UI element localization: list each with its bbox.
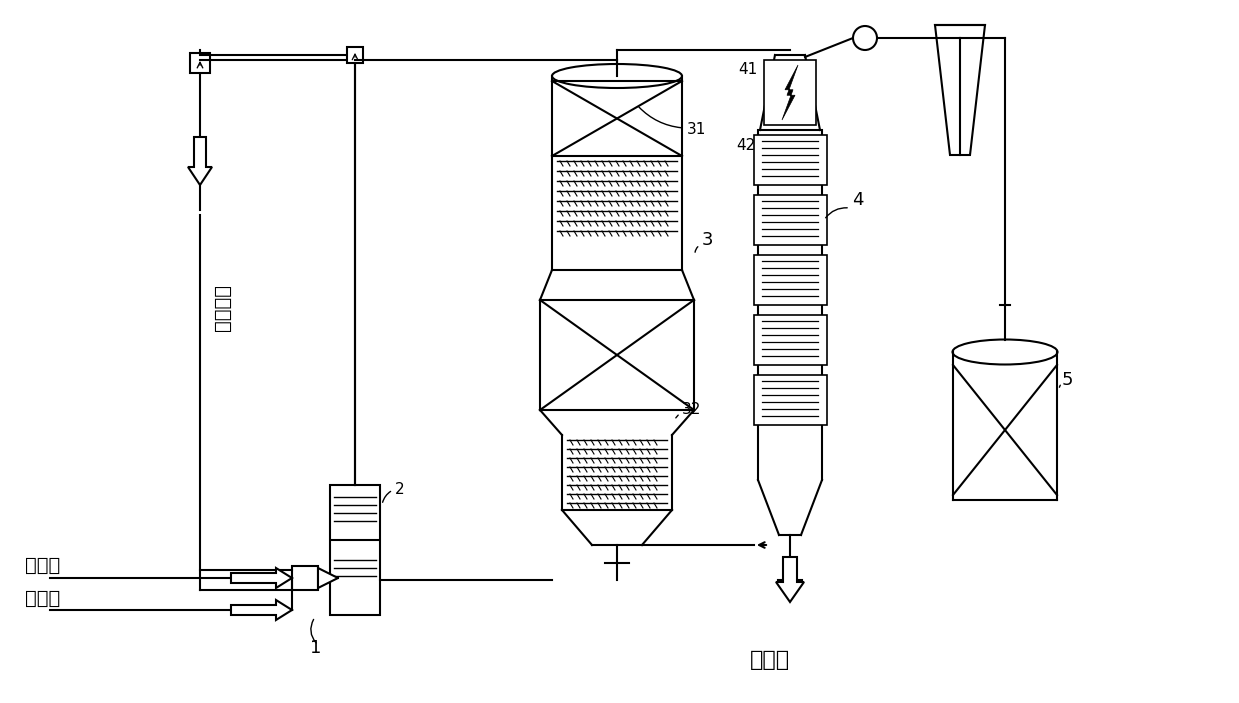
Bar (755, 255, 826, 305)
Polygon shape (230, 600, 292, 620)
Polygon shape (230, 568, 292, 588)
Bar (190, 53, 209, 73)
Text: 41: 41 (738, 63, 757, 77)
Bar (755, 315, 826, 365)
Text: 31: 31 (686, 122, 706, 138)
Circle shape (852, 26, 877, 50)
Ellipse shape (553, 64, 681, 88)
Text: 1: 1 (310, 639, 321, 657)
Polygon shape (776, 557, 804, 602)
Text: 32: 32 (681, 403, 701, 418)
Text: 燃料气: 燃料气 (25, 555, 61, 574)
Text: 助燃空气: 助燃空气 (212, 287, 230, 333)
Text: 4: 4 (852, 191, 864, 209)
Polygon shape (188, 137, 212, 185)
Text: 3: 3 (703, 231, 714, 249)
Text: 2: 2 (395, 482, 405, 498)
Text: 42: 42 (736, 138, 756, 153)
Bar (347, 47, 363, 63)
Ellipse shape (953, 340, 1058, 364)
Polygon shape (782, 65, 798, 120)
Bar (755, 195, 826, 245)
Bar (764, 60, 817, 125)
Bar (330, 485, 380, 615)
Bar (755, 375, 826, 425)
Text: 5: 5 (1062, 371, 1073, 389)
Text: 产品酸: 产品酸 (750, 650, 790, 670)
Bar (755, 135, 826, 185)
Polygon shape (318, 568, 338, 588)
Polygon shape (935, 25, 985, 155)
Text: 酸性气: 酸性气 (25, 588, 61, 607)
Bar (292, 566, 318, 590)
